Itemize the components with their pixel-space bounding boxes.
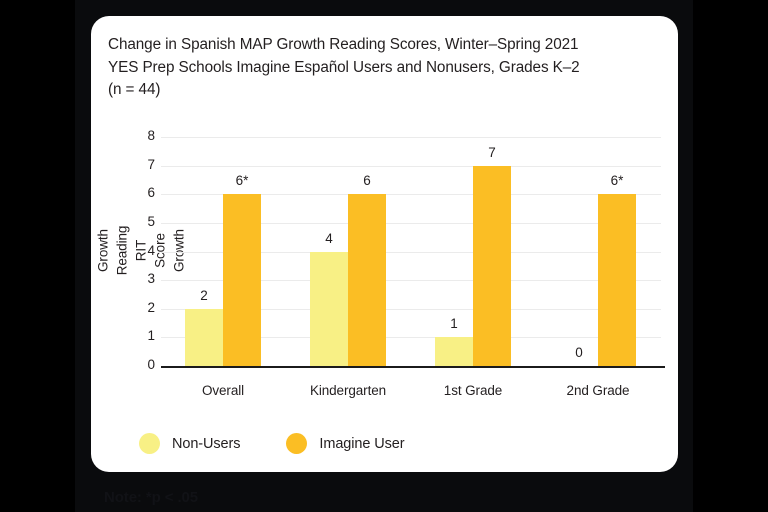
bar-series-container: 2 6* 4 6 1 7 0 6* [161,137,661,366]
legend-item-imagine-user[interactable]: Imagine User [286,433,405,454]
y-axis-tick-label: 1 [147,328,155,344]
chart-card: Change in Spanish MAP Growth Reading Sco… [91,16,678,472]
bar-group: 0 6* [560,137,636,366]
x-axis-label: Overall [201,383,245,398]
legend-label-non-users: Non-Users [172,435,241,452]
chart-legend: Non-Users Imagine User [139,433,405,454]
y-axis-tick-label: 3 [147,271,155,287]
gridline [161,222,661,224]
x-axis-line [161,366,665,368]
y-axis-tick-label: 8 [147,128,155,143]
bar-group: 2 6* [185,137,261,366]
y-axis-tick-label: 7 [147,156,155,172]
x-axis-label: 2nd Grade [566,383,630,398]
bar-value-label: 4 [325,230,333,246]
bar-value-label: 6* [610,173,624,189]
bar-value-label: 6 [363,173,371,189]
bar-imagine-user[interactable] [223,194,261,366]
x-axis-label: 1st Grade [443,383,503,398]
bar-imagine-user[interactable] [348,194,386,366]
y-axis-tick-label: 5 [147,213,155,229]
gridline [161,337,661,339]
footnote-text: Note: *p < .05 [104,489,199,506]
gridline [161,165,661,167]
x-axis-label: Kindergarten [309,383,387,398]
bar-value-label: 1 [450,316,458,332]
gridline [161,251,661,253]
y-axis-tick-label: 6 [147,185,155,201]
gridline [161,137,661,138]
plot-wrapper: Spanish MAP Growth Reading RIT Score Gro… [91,16,678,472]
legend-label-imagine-user: Imagine User [319,435,405,452]
gridline [161,194,661,196]
y-axis-tick-label: 4 [147,242,155,258]
bar-value-label: 0 [575,345,583,360]
bar-non-users[interactable] [435,337,473,366]
bar-imagine-user[interactable] [473,165,511,366]
gridline [161,308,661,310]
bar-non-users[interactable] [185,308,223,366]
bar-value-label: 7 [488,144,496,160]
bar-value-label: 2 [200,287,208,303]
legend-swatch-non-users [139,433,160,454]
bar-value-label: 6* [235,173,249,189]
y-axis-tick-label: 0 [147,357,155,372]
footnote: Note: *p < .05 [104,489,198,506]
legend-swatch-imagine-user [286,433,308,454]
bar-non-users[interactable] [310,251,348,366]
bar-imagine-user[interactable] [598,194,636,366]
gridline [161,280,661,282]
y-axis-tick-label: 2 [147,299,155,315]
legend-item-non-users[interactable]: Non-Users [139,433,241,454]
chart-title: Change in Spanish MAP Growth Reading Sco… [108,36,580,98]
